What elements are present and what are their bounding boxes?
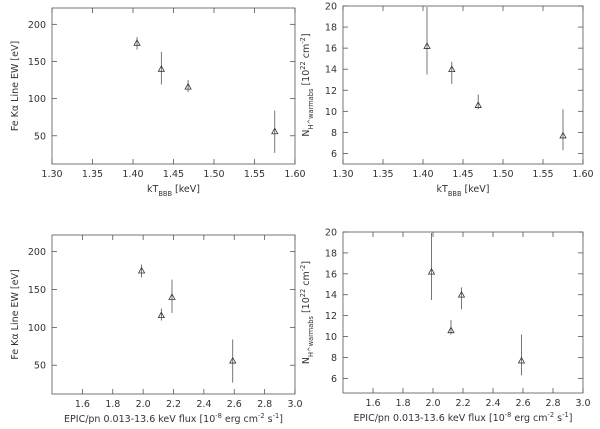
y-tick-label: 10 — [325, 107, 337, 118]
y-axis-label: Fe Kα Line EW [eV] — [10, 269, 21, 359]
y-tick-label: 150 — [28, 285, 46, 296]
data-point — [559, 131, 567, 139]
y-tick-label: 8 — [331, 353, 337, 364]
x-tick-label: 1.55 — [532, 169, 553, 180]
y-axis-label: NH^warmabs [1022 cm-2] — [299, 33, 315, 136]
y-tick-label: 50 — [34, 131, 46, 142]
x-tick-label: 1.60 — [284, 169, 305, 180]
x-tick-label: 1.45 — [163, 169, 184, 180]
x-tick-label: 1.35 — [372, 169, 393, 180]
data-point — [157, 311, 166, 319]
data-point — [168, 293, 176, 300]
x-tick-label: 1.60 — [572, 169, 593, 180]
data-point — [423, 42, 431, 49]
y-tick-label: 8 — [331, 128, 337, 139]
x-tick-label: 2.2 — [455, 398, 470, 409]
x-tick-label: 2.8 — [545, 398, 560, 409]
plot-frame — [51, 234, 296, 395]
y-tick-label: 100 — [28, 94, 46, 105]
x-axis-label: EPIC/pn 0.013-13.6 keV flux [10-8 erg cm… — [64, 412, 283, 425]
y-tick-label: 12 — [325, 311, 337, 322]
y-tick-label: 18 — [325, 248, 337, 259]
x-tick-label: 2.4 — [485, 398, 500, 409]
plot-frame — [342, 231, 584, 394]
x-tick-label: 1.50 — [492, 169, 513, 180]
x-tick-label: 1.6 — [365, 398, 380, 409]
chart-panel-1: 1.30 1.35 1.40 1.45 1.50 1.55 1.60 50 100 150 200 k… — [10, 7, 306, 198]
data-point — [457, 290, 466, 298]
x-tick-label: 1.50 — [203, 169, 224, 180]
x-axis-label: EPIC/pn 0.013-13.6 keV flux [10-8 erg cm… — [354, 411, 573, 424]
x-tick-label: 1.30 — [41, 169, 62, 180]
y-tick-label: 150 — [28, 57, 46, 68]
y-tick-label: 20 — [325, 228, 337, 239]
y-tick-label: 14 — [325, 290, 337, 301]
y-tick-label: 50 — [34, 361, 46, 372]
y-tick-label: 6 — [331, 149, 337, 160]
x-tick-label: 1.45 — [452, 169, 473, 180]
plot-frame — [342, 5, 584, 165]
data-point — [229, 356, 237, 364]
y-axis-label: Fe Kα Line EW [eV] — [10, 41, 21, 131]
x-tick-label: 2.6 — [227, 399, 242, 410]
y-tick-label: 6 — [331, 374, 337, 385]
data-point — [427, 267, 436, 275]
x-tick-label: 1.8 — [105, 399, 120, 410]
y-tick-label: 16 — [325, 269, 337, 280]
x-tick-label: 1.40 — [122, 169, 143, 180]
data-point — [447, 326, 455, 334]
data-point — [448, 65, 456, 72]
data-point — [184, 82, 192, 90]
y-tick-label: 200 — [28, 247, 46, 258]
y-tick-label: 14 — [325, 65, 337, 76]
x-tick-label: 2.0 — [425, 398, 440, 409]
x-tick-label: 1.6 — [75, 399, 90, 410]
y-axis-label: NH^warmabs [1022 cm-2] — [299, 261, 315, 364]
plot-frame — [51, 7, 296, 165]
y-tick-label: 100 — [28, 323, 46, 334]
x-axis-label: kTBBB [keV] — [147, 184, 200, 198]
y-tick-label: 200 — [28, 20, 46, 31]
chart-panel-4: 1.6 1.8 2.0 2.2 2.4 2.6 2.8 3.0 6 8 10 12 14 16 18 20 EP… — [299, 228, 591, 425]
chart-panel-3: 1.6 1.8 2.0 2.2 2.4 2.6 2.8 3.0 50 100 150 200 EPIC/… — [10, 234, 303, 425]
x-tick-label: 1.55 — [244, 169, 265, 180]
data-point — [157, 65, 166, 72]
x-tick-label: 1.8 — [395, 398, 410, 409]
y-tick-label: 12 — [325, 86, 337, 97]
data-point — [133, 39, 141, 46]
y-tick-label: 16 — [325, 44, 337, 55]
x-tick-label: 2.2 — [166, 399, 181, 410]
x-tick-label: 1.40 — [412, 169, 433, 180]
data-point — [271, 127, 279, 135]
data-point — [474, 101, 482, 108]
data-point — [517, 356, 526, 364]
x-tick-label: 3.0 — [575, 398, 590, 409]
x-tick-label: 3.0 — [287, 399, 302, 410]
chart-panel-2: 1.30 1.35 1.40 1.45 1.50 1.55 1.60 6 8 10 12 14 16 18… — [299, 2, 594, 199]
y-tick-label: 10 — [325, 332, 337, 343]
y-tick-label: 18 — [325, 23, 337, 34]
x-tick-label: 1.35 — [82, 169, 103, 180]
x-tick-label: 2.6 — [515, 398, 530, 409]
y-tick-label: 20 — [325, 2, 337, 13]
data-point — [137, 266, 146, 274]
x-axis-label: kTBBB [keV] — [437, 184, 490, 198]
x-tick-label: 2.0 — [136, 399, 151, 410]
x-tick-label: 1.30 — [332, 169, 353, 180]
x-tick-label: 2.8 — [257, 399, 272, 410]
x-tick-label: 2.4 — [196, 399, 211, 410]
